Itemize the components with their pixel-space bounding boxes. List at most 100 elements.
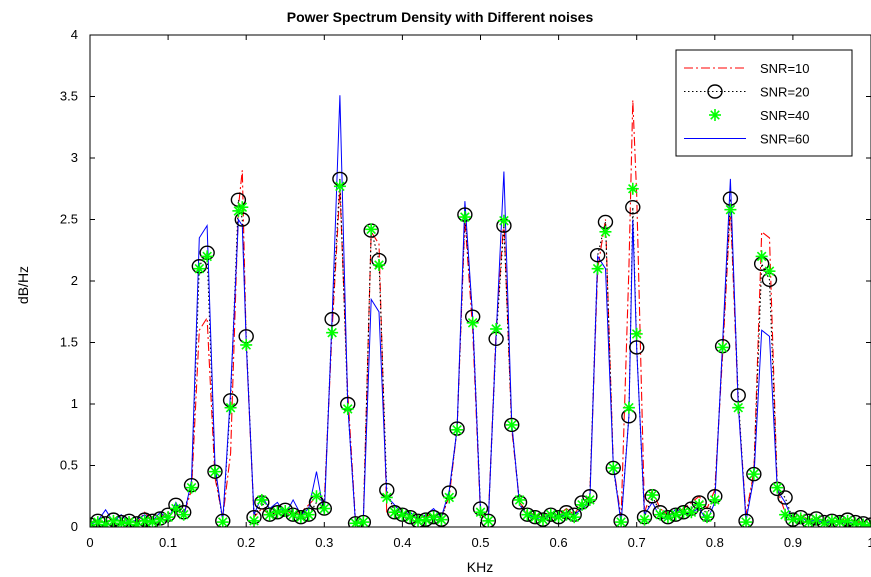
series-line-snr-10 <box>90 100 871 526</box>
data-point-asterisk <box>841 514 854 527</box>
data-point-asterisk <box>716 341 729 354</box>
x-tick-label: 0 <box>86 535 93 550</box>
data-point-asterisk <box>599 225 612 238</box>
data-point-asterisk <box>208 465 221 478</box>
y-axis-label: dB/Hz <box>15 266 31 304</box>
data-point-asterisk <box>138 514 151 527</box>
data-point-asterisk <box>786 513 799 526</box>
data-point-asterisk <box>802 516 815 527</box>
data-point-asterisk <box>771 481 784 494</box>
y-tick-label: 1.5 <box>60 335 78 350</box>
data-point-asterisk <box>755 250 768 263</box>
data-point-circle <box>519 507 536 522</box>
data-point-asterisk <box>685 506 698 519</box>
data-point-asterisk <box>146 516 159 527</box>
data-point-asterisk <box>177 508 190 521</box>
legend: SNR=10 SNR=20 SNR=40 SNR=60 <box>675 49 853 157</box>
data-point-asterisk <box>724 203 737 216</box>
data-point-asterisk <box>458 211 471 224</box>
data-point-asterisk <box>412 514 425 527</box>
data-point-asterisk <box>849 517 862 527</box>
data-point-asterisk <box>669 508 682 521</box>
data-point-circle <box>293 509 309 525</box>
y-tick-label: 0.5 <box>60 458 78 473</box>
data-point-asterisk <box>333 180 346 193</box>
data-point-asterisk <box>615 516 628 527</box>
x-axis-label: KHz <box>467 559 493 575</box>
data-point-asterisk <box>193 262 206 275</box>
data-point-circle <box>629 340 645 355</box>
data-point-asterisk <box>443 491 456 504</box>
data-point-asterisk <box>357 516 370 527</box>
data-point-circle <box>722 191 739 206</box>
data-point-asterisk <box>825 514 838 527</box>
data-point-asterisk <box>693 498 706 511</box>
data-point-circle <box>660 509 676 525</box>
data-point-asterisk <box>638 513 651 526</box>
y-tick-label: 3 <box>71 150 78 165</box>
data-point-asterisk <box>201 250 214 263</box>
x-tick-label: 1 <box>867 535 871 550</box>
data-point-asterisk <box>91 516 104 527</box>
data-point-asterisk <box>607 461 620 474</box>
data-point-asterisk <box>154 513 167 526</box>
data-point-asterisk <box>107 514 120 527</box>
data-point-asterisk <box>255 493 268 506</box>
data-point-asterisk <box>318 502 331 515</box>
data-point-asterisk <box>560 508 573 521</box>
data-point-asterisk <box>857 518 870 527</box>
data-point-asterisk <box>576 498 589 511</box>
data-point-asterisk <box>396 508 409 521</box>
data-point-asterisk <box>529 511 542 524</box>
data-point-circle <box>207 464 223 479</box>
data-point-circle <box>777 490 793 505</box>
data-point-circle <box>90 517 98 527</box>
data-point-asterisk <box>302 508 315 521</box>
data-point-asterisk <box>162 511 175 524</box>
data-point-asterisk <box>544 508 557 521</box>
data-point-circle <box>121 513 137 527</box>
data-point-asterisk <box>763 265 776 278</box>
data-point-asterisk <box>833 516 846 527</box>
data-point-asterisk <box>513 493 526 506</box>
x-tick-label: 0.6 <box>550 535 568 550</box>
data-point-asterisk <box>626 182 639 195</box>
data-point-asterisk <box>216 516 229 527</box>
data-point-asterisk <box>326 326 339 339</box>
data-point-asterisk <box>700 511 713 524</box>
data-point-circle <box>527 509 543 525</box>
legend-swatch-asterisk <box>709 109 721 121</box>
data-point-asterisk <box>646 489 659 502</box>
legend-swatch-circle <box>707 84 723 99</box>
data-point-asterisk <box>622 401 635 414</box>
data-point-circle <box>589 247 606 263</box>
data-point-circle <box>738 513 754 527</box>
data-point-asterisk <box>427 511 440 524</box>
data-point-circle <box>300 507 317 522</box>
data-point-asterisk <box>279 505 292 518</box>
data-point-asterisk <box>236 201 249 214</box>
data-point-asterisk <box>294 511 307 524</box>
data-point-circle <box>316 501 332 516</box>
x-tick-label: 0.5 <box>471 535 489 550</box>
data-point-asterisk <box>248 514 261 527</box>
data-point-circle <box>402 509 418 525</box>
x-tick-label: 0.2 <box>237 535 255 550</box>
data-point-circle <box>324 311 340 327</box>
y-tick-label: 1 <box>71 396 78 411</box>
data-point-asterisk <box>169 502 182 515</box>
data-point-circle <box>613 513 629 527</box>
data-point-asterisk <box>271 506 284 519</box>
legend-label: SNR=10 <box>760 61 810 76</box>
data-point-asterisk <box>630 327 643 340</box>
data-point-asterisk <box>419 513 432 526</box>
data-point-circle <box>261 507 278 522</box>
data-point-asterisk <box>372 259 385 272</box>
data-point-asterisk <box>474 506 487 519</box>
data-point-asterisk <box>123 516 136 527</box>
data-point-circle <box>543 507 559 522</box>
data-point-circle <box>394 507 411 522</box>
data-point-circle <box>625 199 641 215</box>
data-point-asterisk <box>536 513 549 526</box>
